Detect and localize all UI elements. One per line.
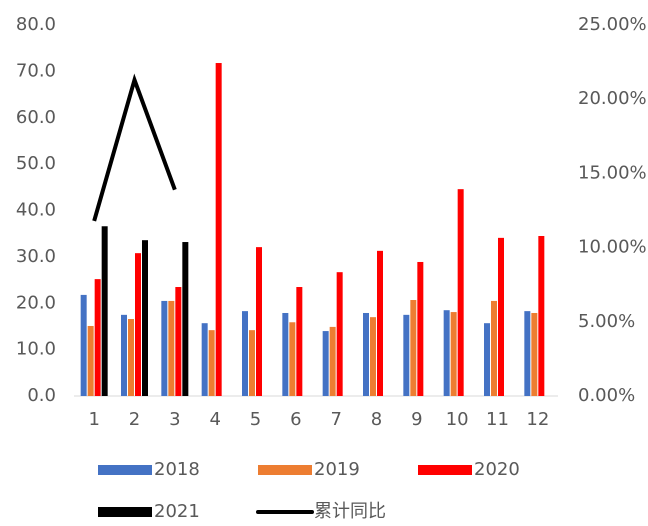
bar	[256, 247, 262, 396]
x-tick-label: 5	[250, 409, 261, 430]
y-tick-label: 0.0	[27, 385, 56, 406]
x-tick-label: 1	[88, 409, 99, 430]
legend-label: 2018	[154, 459, 200, 480]
x-tick-label: 11	[486, 409, 509, 430]
x-tick-label: 6	[290, 409, 301, 430]
legend-label: 累计同比	[314, 501, 386, 522]
bar	[370, 317, 376, 396]
bar	[282, 312, 289, 396]
bar	[524, 311, 531, 396]
y-tick-label: 60.0	[16, 107, 56, 128]
bar	[377, 250, 383, 396]
x-tick-label: 4	[209, 409, 220, 430]
legend-swatch	[98, 507, 152, 517]
legend-swatch	[258, 465, 312, 475]
bar	[128, 319, 134, 396]
y2-tick-label: 10.00%	[578, 237, 647, 258]
bar	[175, 287, 182, 396]
x-tick-label: 9	[411, 409, 422, 430]
bar	[121, 314, 127, 396]
bar	[410, 300, 417, 396]
x-tick-label: 12	[526, 409, 549, 430]
bar	[242, 311, 248, 396]
bar	[329, 326, 336, 396]
y-tick-label: 20.0	[16, 292, 56, 313]
y-tick-label: 80.0	[16, 14, 56, 35]
bar	[201, 323, 208, 396]
x-tick-label: 3	[169, 409, 180, 430]
x-tick-label: 10	[446, 409, 469, 430]
bar	[403, 314, 410, 396]
y2-tick-label: 15.00%	[578, 162, 647, 183]
y2-tick-label: 20.00%	[578, 88, 647, 109]
bar	[336, 272, 343, 396]
bar	[443, 310, 450, 396]
bar	[322, 331, 329, 396]
bar	[208, 330, 215, 396]
bar	[289, 322, 296, 396]
y-tick-label: 40.0	[16, 200, 56, 221]
y-tick-label: 50.0	[16, 153, 56, 174]
y2-tick-label: 25.00%	[578, 14, 647, 35]
bar	[142, 240, 148, 396]
bar	[161, 300, 168, 396]
bar	[491, 300, 497, 396]
bar	[531, 312, 538, 396]
x-tick-label: 7	[330, 409, 341, 430]
bar	[484, 323, 490, 396]
x-tick-label: 8	[371, 409, 382, 430]
bar	[417, 261, 424, 396]
bar	[249, 330, 255, 396]
bar	[215, 63, 222, 397]
legend-label: 2021	[154, 501, 200, 522]
line	[92, 73, 177, 222]
bar	[135, 253, 141, 396]
y-tick-label: 70.0	[16, 60, 56, 81]
legend-label: 2020	[474, 459, 520, 480]
bar	[80, 294, 87, 396]
legend-label: 2019	[314, 459, 360, 480]
bar	[168, 300, 175, 396]
bar	[457, 189, 464, 396]
y-tick-label: 10.0	[16, 339, 56, 360]
bar	[182, 242, 189, 396]
bar	[296, 287, 303, 396]
y-tick-label: 30.0	[16, 246, 56, 267]
y2-tick-label: 5.00%	[578, 311, 635, 332]
bar	[538, 236, 545, 396]
bar	[363, 312, 369, 396]
bar	[101, 226, 108, 396]
bar	[498, 237, 504, 396]
y2-tick-label: 0.00%	[578, 385, 635, 406]
bar	[87, 325, 94, 396]
legend-swatch	[418, 465, 472, 475]
bar	[450, 312, 457, 396]
legend-swatch	[98, 465, 152, 475]
x-tick-label: 2	[129, 409, 140, 430]
bar	[94, 279, 101, 396]
